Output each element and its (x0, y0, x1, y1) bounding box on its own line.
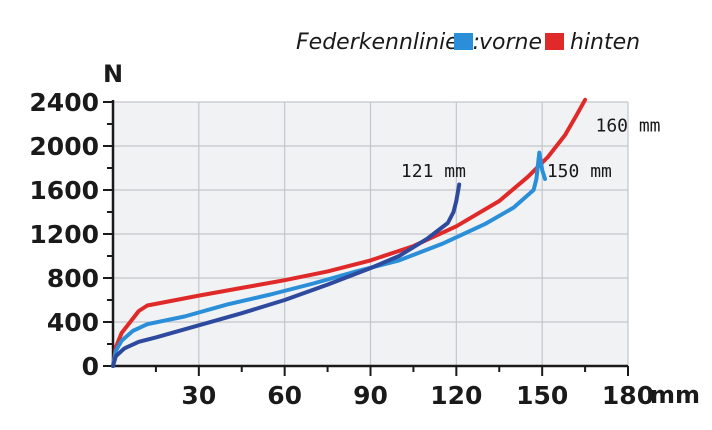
y-tick-label: 400 (47, 308, 99, 337)
legend-title: Federkennlinien: (296, 30, 480, 55)
annotation-label: 121 mm (401, 161, 466, 182)
series-line-1 (111, 97, 588, 368)
legend-label-vorne: vorne (479, 30, 542, 55)
grid (113, 101, 629, 366)
x-tick-label: 150 (516, 381, 568, 410)
x-tick-label: 30 (181, 381, 216, 410)
axes (103, 100, 629, 376)
x-tick-label: 60 (267, 381, 302, 410)
y-tick-label: 800 (47, 264, 99, 293)
annotation-label: 150 mm (547, 161, 612, 182)
tick-labels: 0 400 800 1200 1600 2000 2400 30 60 90 120 150 180 (29, 88, 654, 410)
y-tick-label: 1600 (29, 176, 99, 205)
series-line-2 (111, 150, 547, 368)
y-tick-label: 2400 (29, 88, 99, 117)
legend-swatch-vorne (454, 33, 473, 50)
legend-swatch-hinten (545, 33, 564, 50)
y-tick-label: 2000 (29, 132, 99, 161)
x-tick-label: 120 (430, 381, 482, 410)
legend-label-hinten: hinten (570, 30, 640, 55)
legend: Federkennlinien: vorne hinten (296, 30, 640, 55)
y-tick-label: 1200 (29, 220, 99, 249)
series-layer (111, 97, 588, 368)
x-tick-label: 180 (602, 381, 654, 410)
series-line-3 (111, 182, 462, 368)
x-tick-label: 90 (353, 381, 388, 410)
y-axis-unit: N (103, 60, 123, 88)
x-axis-unit: mm (650, 381, 700, 409)
y-tick-label: 0 (82, 352, 99, 381)
annotations: 121 mm 150 mm 160 mm (401, 116, 661, 182)
annotation-label: 160 mm (595, 116, 660, 137)
